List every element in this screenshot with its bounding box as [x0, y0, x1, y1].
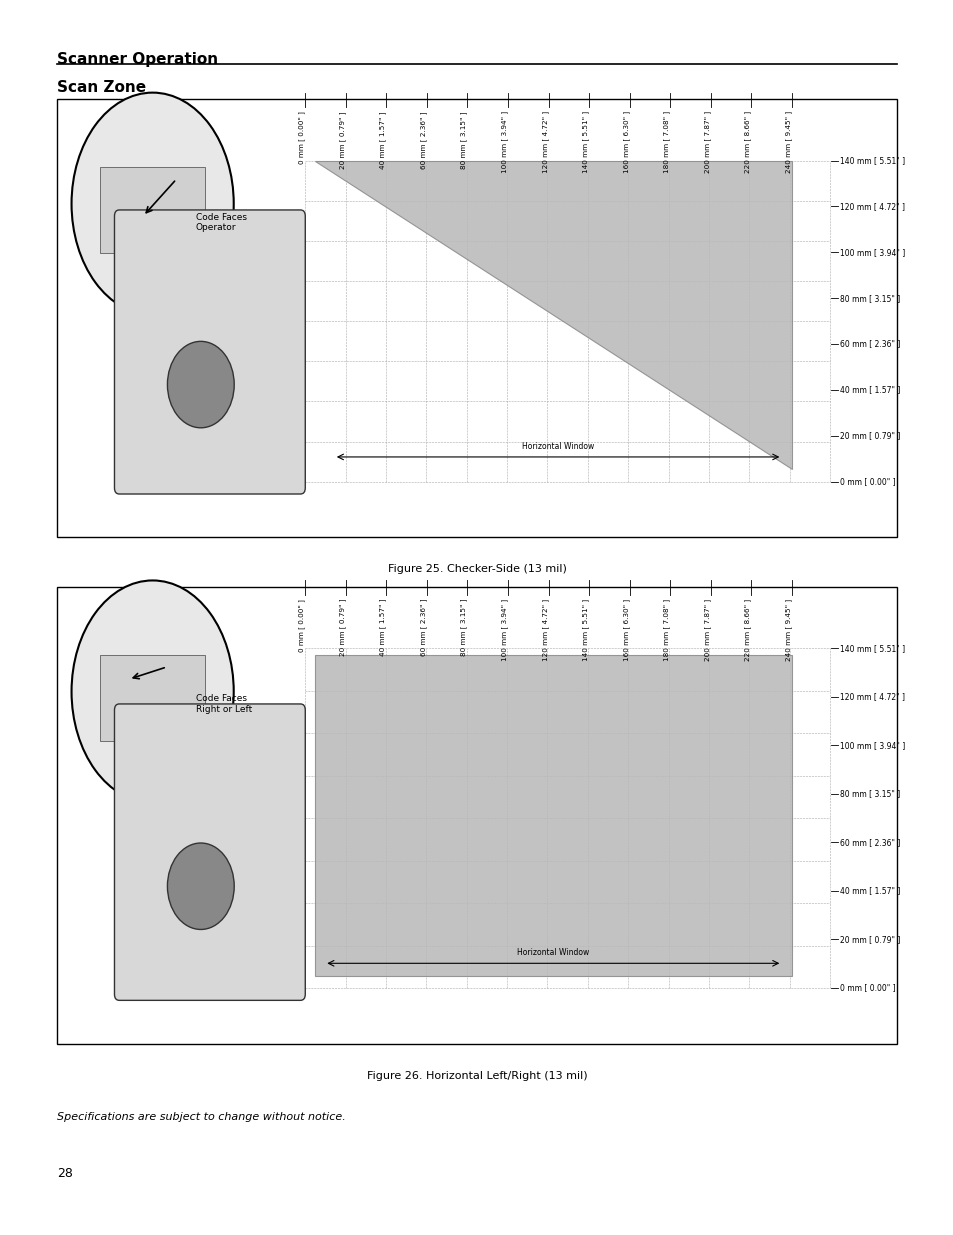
Text: 40 mm [ 1.57" ]: 40 mm [ 1.57" ] — [379, 111, 386, 169]
Text: 220 mm [ 8.66" ]: 220 mm [ 8.66" ] — [743, 111, 751, 173]
Text: 160 mm [ 6.30" ]: 160 mm [ 6.30" ] — [622, 111, 629, 173]
Text: 20 mm [ 0.79" ]: 20 mm [ 0.79" ] — [839, 431, 899, 441]
Polygon shape — [314, 161, 791, 469]
Ellipse shape — [71, 580, 233, 803]
Text: Horizontal Window: Horizontal Window — [521, 442, 594, 451]
Text: Figure 26. Horizontal Left/Right (13 mil): Figure 26. Horizontal Left/Right (13 mil… — [366, 1071, 587, 1081]
Text: Scanner Operation: Scanner Operation — [57, 52, 218, 67]
Text: 0 mm [ 0.00" ]: 0 mm [ 0.00" ] — [298, 111, 305, 164]
Circle shape — [168, 844, 234, 930]
Text: Code Faces
Right or Left: Code Faces Right or Left — [195, 694, 252, 714]
Text: 180 mm [ 7.08" ]: 180 mm [ 7.08" ] — [662, 111, 669, 173]
Text: 40 mm [ 1.57" ]: 40 mm [ 1.57" ] — [839, 887, 899, 895]
Text: 80 mm [ 3.15" ]: 80 mm [ 3.15" ] — [839, 294, 899, 303]
Text: 80 mm [ 3.15" ]: 80 mm [ 3.15" ] — [460, 599, 467, 657]
Text: 120 mm [ 4.72" ]: 120 mm [ 4.72" ] — [839, 201, 903, 211]
Ellipse shape — [71, 93, 233, 315]
FancyBboxPatch shape — [114, 704, 305, 1000]
Bar — [57, 587, 896, 1044]
Text: 240 mm [ 9.45" ]: 240 mm [ 9.45" ] — [784, 599, 791, 661]
Text: 100 mm [ 3.94" ]: 100 mm [ 3.94" ] — [500, 599, 507, 661]
Text: 140 mm [ 5.51" ]: 140 mm [ 5.51" ] — [581, 111, 589, 173]
Bar — [57, 99, 896, 537]
Text: 220 mm [ 8.66" ]: 220 mm [ 8.66" ] — [743, 599, 751, 661]
Text: 0 mm [ 0.00" ]: 0 mm [ 0.00" ] — [298, 599, 305, 652]
Text: 200 mm [ 7.87" ]: 200 mm [ 7.87" ] — [703, 599, 710, 661]
Bar — [100, 655, 205, 741]
Text: 80 mm [ 3.15" ]: 80 mm [ 3.15" ] — [460, 111, 467, 169]
Text: 60 mm [ 2.36" ]: 60 mm [ 2.36" ] — [419, 599, 427, 657]
Text: 60 mm [ 2.36" ]: 60 mm [ 2.36" ] — [839, 837, 899, 847]
Text: 20 mm [ 0.79" ]: 20 mm [ 0.79" ] — [839, 935, 899, 944]
Text: Scan Zone: Scan Zone — [57, 80, 146, 95]
Text: 160 mm [ 6.30" ]: 160 mm [ 6.30" ] — [622, 599, 629, 661]
Text: Horizontal Window: Horizontal Window — [517, 948, 589, 957]
Text: 28: 28 — [57, 1167, 73, 1181]
Text: 60 mm [ 2.36" ]: 60 mm [ 2.36" ] — [839, 340, 899, 348]
Text: 100 mm [ 3.94" ]: 100 mm [ 3.94" ] — [839, 248, 903, 257]
Text: 100 mm [ 3.94" ]: 100 mm [ 3.94" ] — [500, 111, 507, 173]
Text: 40 mm [ 1.57" ]: 40 mm [ 1.57" ] — [839, 385, 899, 394]
Text: 120 mm [ 4.72" ]: 120 mm [ 4.72" ] — [541, 599, 548, 661]
Bar — [314, 655, 791, 976]
Bar — [100, 167, 205, 253]
Text: 180 mm [ 7.08" ]: 180 mm [ 7.08" ] — [662, 599, 669, 661]
Text: 120 mm [ 4.72" ]: 120 mm [ 4.72" ] — [541, 111, 548, 173]
Text: 0 mm [ 0.00" ]: 0 mm [ 0.00" ] — [839, 983, 894, 993]
Text: 140 mm [ 5.51" ]: 140 mm [ 5.51" ] — [839, 643, 903, 653]
Text: 40 mm [ 1.57" ]: 40 mm [ 1.57" ] — [379, 599, 386, 657]
Circle shape — [168, 341, 234, 427]
Text: Figure 25. Checker-Side (13 mil): Figure 25. Checker-Side (13 mil) — [387, 564, 566, 574]
Text: Specifications are subject to change without notice.: Specifications are subject to change wit… — [57, 1112, 346, 1121]
FancyBboxPatch shape — [114, 210, 305, 494]
Text: 0 mm [ 0.00" ]: 0 mm [ 0.00" ] — [839, 477, 894, 487]
Text: 60 mm [ 2.36" ]: 60 mm [ 2.36" ] — [419, 111, 427, 169]
Text: 200 mm [ 7.87" ]: 200 mm [ 7.87" ] — [703, 111, 710, 173]
Text: 120 mm [ 4.72" ]: 120 mm [ 4.72" ] — [839, 693, 903, 701]
Text: 20 mm [ 0.79" ]: 20 mm [ 0.79" ] — [338, 599, 345, 657]
Text: 20 mm [ 0.79" ]: 20 mm [ 0.79" ] — [338, 111, 345, 169]
Text: 100 mm [ 3.94" ]: 100 mm [ 3.94" ] — [839, 741, 903, 750]
Text: 140 mm [ 5.51" ]: 140 mm [ 5.51" ] — [581, 599, 589, 661]
Text: 240 mm [ 9.45" ]: 240 mm [ 9.45" ] — [784, 111, 791, 173]
Text: 140 mm [ 5.51" ]: 140 mm [ 5.51" ] — [839, 156, 903, 165]
Text: 80 mm [ 3.15" ]: 80 mm [ 3.15" ] — [839, 789, 899, 799]
Text: Code Faces
Operator: Code Faces Operator — [195, 212, 246, 232]
